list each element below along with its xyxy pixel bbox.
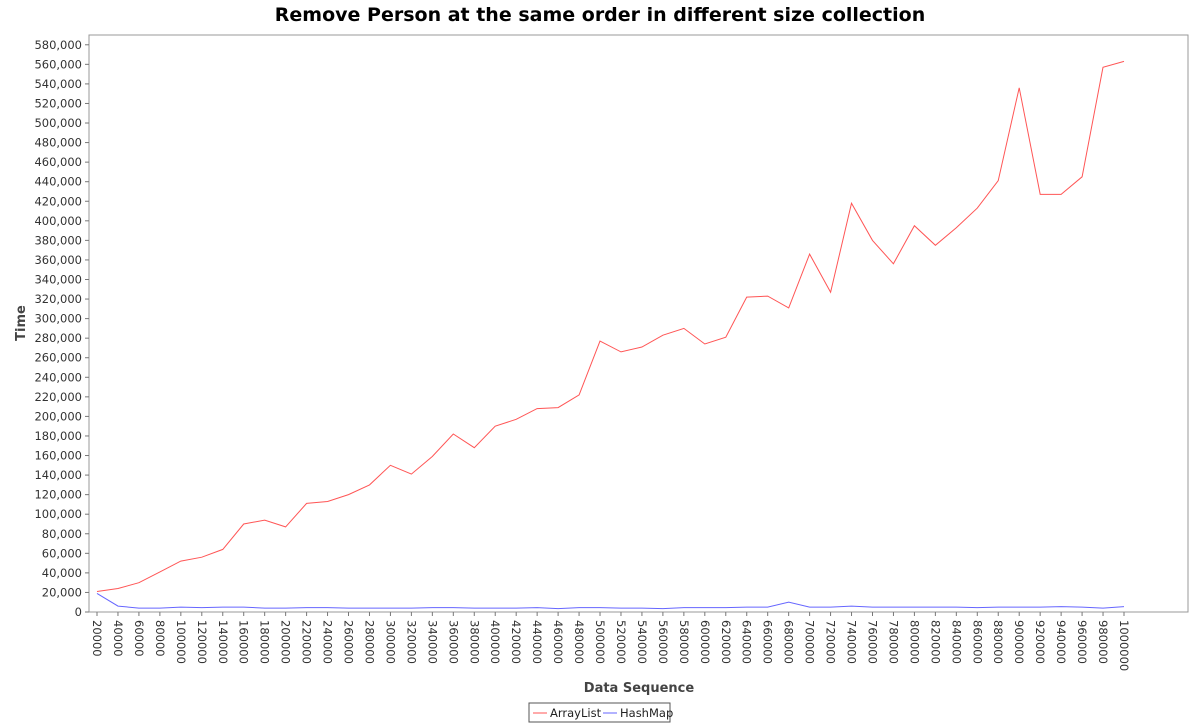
y-tick-label: 120,000 [34,488,82,502]
x-tick-label: 200000 [279,620,293,664]
x-tick-label: 920000 [1033,620,1047,664]
x-tick-label: 520000 [614,620,628,664]
x-tick-label: 560000 [656,620,670,664]
y-tick-label: 480,000 [34,136,82,150]
x-tick-label: 640000 [740,620,754,664]
x-tick-label: 940000 [1054,620,1068,664]
y-tick-label: 460,000 [34,155,82,169]
x-tick-label: 600000 [698,620,712,664]
x-tick-label: 360000 [446,620,460,664]
chart-title: Remove Person at the same order in diffe… [275,4,925,26]
x-tick-label: 140000 [216,620,230,664]
y-tick-label: 240,000 [34,370,82,384]
y-axis-label: Time [14,305,29,341]
x-axis: 20000 40000 60000 80000 100000 120000 140000 16… [90,612,1131,671]
y-tick-label: 580,000 [34,38,82,52]
x-tick-label: 340000 [425,620,439,664]
y-tick-label: 280,000 [34,331,82,345]
x-tick-label: 160000 [237,620,251,664]
y-tick-label: 40,000 [42,566,82,580]
y-tick-label: 360,000 [34,253,82,267]
y-tick-label: 180,000 [34,429,82,443]
y-tick-label: 260,000 [34,351,82,365]
y-tick-label: 500,000 [34,116,82,130]
x-tick-label: 840000 [949,620,963,664]
y-axis: 0 20,000 40,000 60,000 80,000 100,000 120,000 1… [34,38,89,619]
y-tick-label: 160,000 [34,449,82,463]
x-tick-label: 80000 [153,620,167,657]
x-tick-label: 420000 [509,620,523,664]
x-tick-label: 860000 [970,620,984,664]
x-tick-label: 440000 [530,620,544,664]
x-tick-label: 540000 [635,620,649,664]
y-tick-label: 300,000 [34,312,82,326]
x-tick-label: 280000 [362,620,376,664]
legend: ArrayList HashMap [528,702,673,723]
x-tick-label: 300000 [383,620,397,664]
x-tick-label: 120000 [195,620,209,664]
y-tick-label: 140,000 [34,468,82,482]
x-tick-label: 740000 [845,620,859,664]
x-tick-label: 760000 [865,620,879,664]
y-tick-label: 540,000 [34,77,82,91]
x-tick-label: 820000 [928,620,942,664]
y-tick-label: 220,000 [34,390,82,404]
x-tick-label: 620000 [719,620,733,664]
y-tick-label: 20,000 [42,585,82,599]
x-tick-label: 680000 [782,620,796,664]
x-tick-label: 20000 [90,620,104,657]
y-tick-label: 420,000 [34,194,82,208]
x-tick-label: 800000 [907,620,921,664]
x-tick-label: 40000 [111,620,125,657]
x-tick-label: 960000 [1075,620,1089,664]
x-tick-label: 380000 [467,620,481,664]
series-line-arraylist [96,60,1125,592]
x-tick-label: 700000 [803,620,817,664]
y-tick-label: 200,000 [34,409,82,423]
x-tick-label: 60000 [132,620,146,657]
legend-label-arraylist: ArrayList [550,706,602,720]
x-tick-label: 780000 [886,620,900,664]
y-tick-label: 560,000 [34,57,82,71]
series-line-hashmap [96,592,1125,610]
y-tick-label: 100,000 [34,507,82,521]
y-tick-label: 0 [75,605,82,619]
x-tick-label: 320000 [404,620,418,664]
x-tick-label: 180000 [258,620,272,664]
x-axis-label: Data Sequence [584,681,695,696]
series-layer [96,60,1125,610]
x-tick-label: 100000 [174,620,188,664]
y-tick-label: 440,000 [34,175,82,189]
y-tick-label: 520,000 [34,96,82,110]
x-tick-label: 460000 [551,620,565,664]
x-tick-label: 1000000 [1117,620,1131,671]
x-tick-label: 660000 [761,620,775,664]
x-tick-label: 900000 [1012,620,1026,664]
y-tick-label: 340,000 [34,272,82,286]
x-tick-label: 480000 [572,620,586,664]
y-tick-label: 400,000 [34,214,82,228]
x-tick-label: 980000 [1096,620,1110,664]
x-tick-label: 500000 [593,620,607,664]
x-tick-label: 220000 [300,620,314,664]
y-tick-label: 320,000 [34,292,82,306]
x-tick-label: 720000 [824,620,838,664]
legend-box [528,702,671,723]
x-tick-label: 880000 [991,620,1005,664]
x-tick-label: 580000 [677,620,691,664]
y-tick-label: 80,000 [42,527,82,541]
legend-label-hashmap: HashMap [620,706,673,720]
y-tick-label: 380,000 [34,233,82,247]
y-tick-label: 60,000 [42,546,82,560]
x-tick-label: 400000 [488,620,502,664]
x-tick-label: 260000 [342,620,356,664]
x-tick-label: 240000 [321,620,335,664]
plot-area [88,34,1189,613]
